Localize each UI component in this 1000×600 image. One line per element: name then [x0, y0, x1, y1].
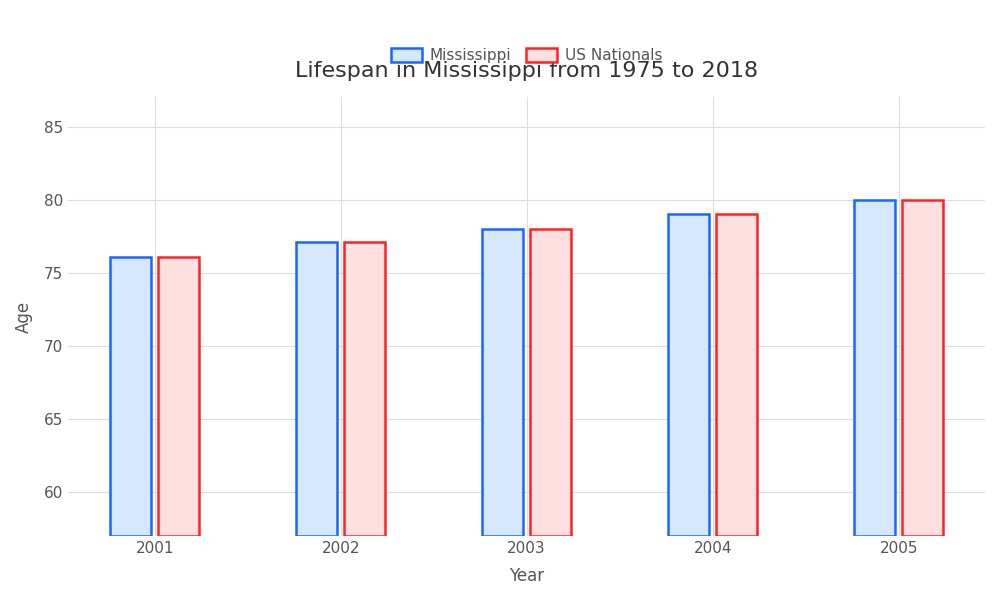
- Bar: [158, 257, 199, 536]
- Bar: [668, 214, 709, 536]
- X-axis label: Year: Year: [509, 567, 544, 585]
- Bar: [716, 214, 757, 536]
- Legend: Mississippi, US Nationals: Mississippi, US Nationals: [391, 48, 662, 63]
- Title: Lifespan in Mississippi from 1975 to 2018: Lifespan in Mississippi from 1975 to 201…: [295, 61, 758, 80]
- Bar: [110, 257, 151, 536]
- Bar: [344, 242, 385, 536]
- Bar: [530, 229, 571, 536]
- Bar: [482, 229, 523, 536]
- Bar: [854, 200, 895, 536]
- Y-axis label: Age: Age: [15, 301, 33, 333]
- Bar: [296, 242, 337, 536]
- Bar: [902, 200, 943, 536]
